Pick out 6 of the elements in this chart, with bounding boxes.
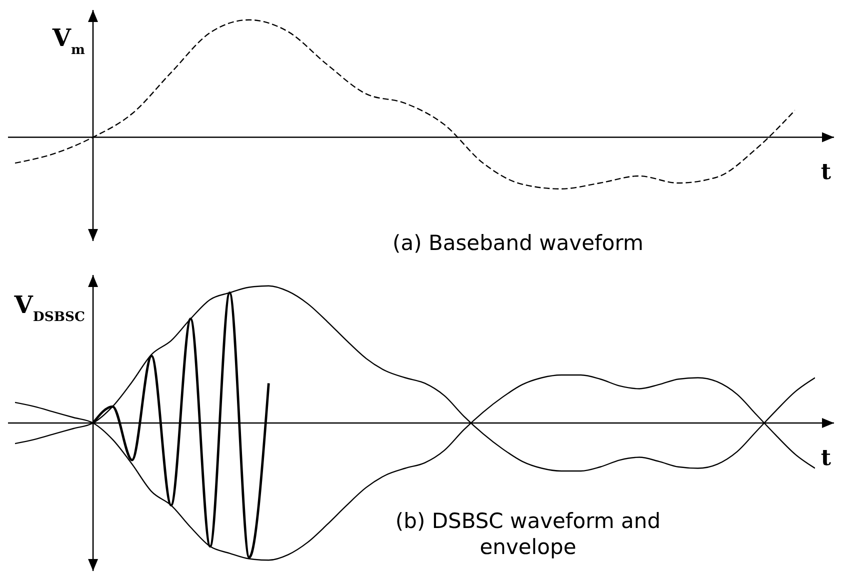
x-axis-title: t [820, 445, 832, 471]
y-axis-title: V$_{m}$ [51, 23, 86, 58]
text: (b) DSBSC waveform and envelope [394, 508, 662, 560]
text: (a) Baseband waveform [392, 230, 644, 256]
x-axis-title: t [820, 159, 832, 186]
y-axis-title: V$_{DSBSC}$ [13, 290, 86, 324]
